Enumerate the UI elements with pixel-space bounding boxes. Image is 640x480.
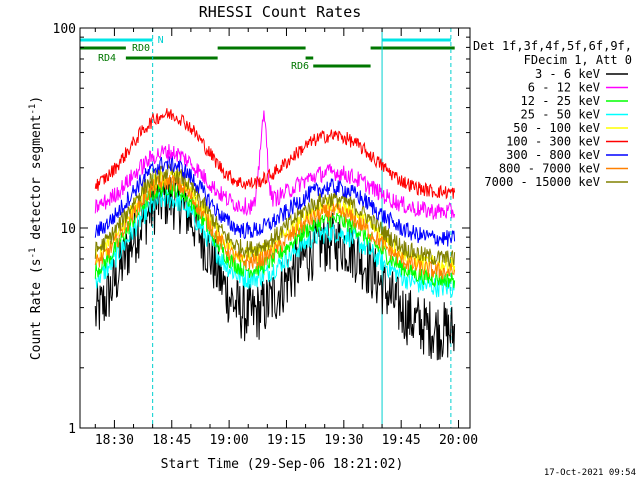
y-axis-label-main: Count Rate (s — [29, 258, 44, 360]
legend-header-2: FDecim 1, Att 0 — [524, 53, 632, 67]
y-axis-label-sup1: -1 — [28, 248, 38, 259]
legend-label-3: 25 - 50 keV — [521, 108, 600, 122]
legend-label-2: 12 - 25 keV — [521, 94, 600, 108]
x-tick-label-4: 19:30 — [324, 433, 363, 448]
series-300-800-kev — [94, 154, 456, 247]
n-label: N — [158, 35, 164, 46]
y-tick-label-0: 1 — [68, 422, 76, 437]
footer-timestamp: 17-Oct-2021 09:54 — [544, 468, 636, 478]
x-tick-label-1: 18:45 — [152, 433, 191, 448]
axis-ticks: 18:30 18:45 19:00 19:15 19:30 19:45 20:00 1 10 10… — [53, 22, 479, 448]
rd6-label: RD6 — [291, 61, 309, 72]
x-axis-label: Start Time (29-Sep-06 18:21:02) — [161, 457, 404, 472]
y-axis-label: Count Rate (s-1 detector segment-1) — [28, 96, 44, 360]
series-100-300-kev — [94, 108, 456, 200]
legend: Det 1f,3f,4f,5f,6f,9f, FDecim 1, Att 0 3… — [473, 39, 632, 189]
y-axis-label-mid: detector segment — [29, 115, 44, 248]
x-tick-label-2: 19:00 — [210, 433, 249, 448]
x-tick-label-0: 18:30 — [95, 433, 134, 448]
legend-header-1: Det 1f,3f,4f,5f,6f,9f, — [473, 39, 632, 53]
chart-title: RHESSI Count Rates — [199, 3, 362, 21]
y-axis-label-end: ) — [29, 96, 44, 104]
series-6-12-kev — [94, 110, 456, 220]
legend-label-6: 300 - 800 keV — [506, 148, 600, 162]
y-tick-label-1: 10 — [60, 222, 76, 237]
legend-label-7: 800 - 7000 keV — [499, 162, 600, 176]
x-tick-label-5: 19:45 — [382, 433, 421, 448]
legend-label-4: 50 - 100 keV — [513, 121, 600, 135]
legend-label-1: 6 - 12 keV — [528, 81, 600, 95]
y-axis-label-sup2: -1 — [28, 104, 38, 115]
x-tick-label-6: 20:00 — [439, 433, 478, 448]
legend-label-5: 100 - 300 keV — [506, 135, 600, 149]
rd0-label: RD0 — [132, 43, 150, 54]
rd4-label: RD4 — [98, 53, 116, 64]
legend-label-8: 7000 - 15000 keV — [484, 175, 600, 189]
series-layer — [94, 108, 456, 361]
x-tick-label-3: 19:15 — [267, 433, 306, 448]
y-tick-label-2: 100 — [53, 22, 76, 37]
legend-label-0: 3 - 6 keV — [535, 67, 600, 81]
series-800-7000-kev — [94, 174, 456, 281]
